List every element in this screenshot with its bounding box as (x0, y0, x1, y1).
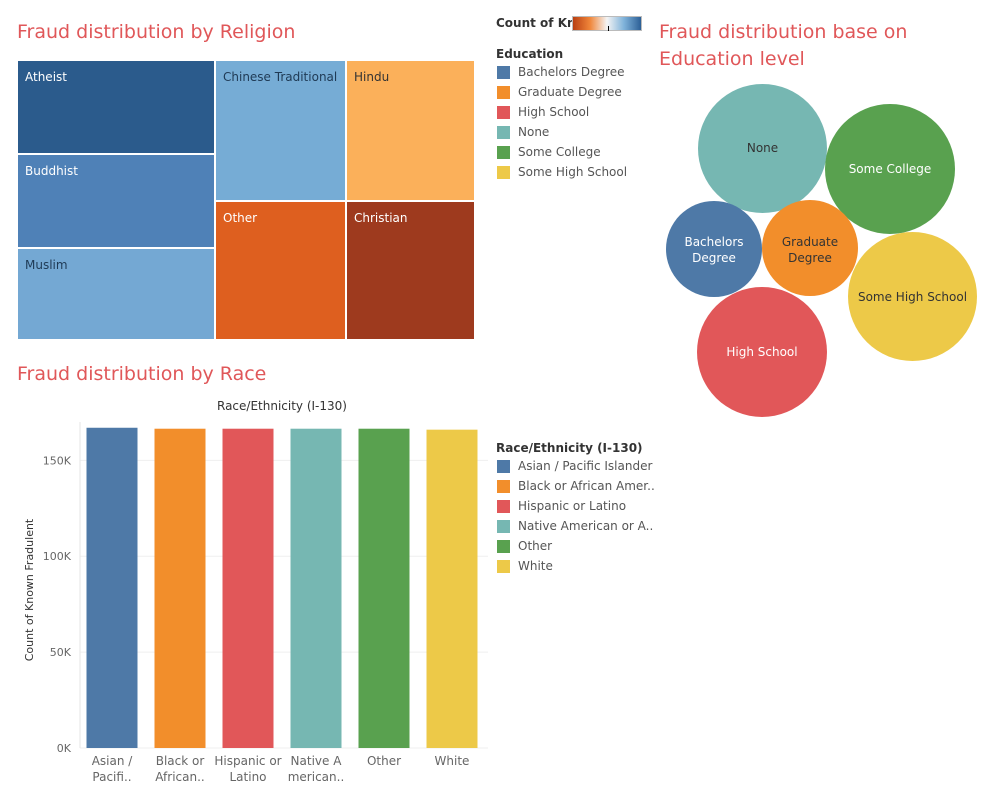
legend-swatch (497, 460, 510, 473)
legend-item-label: Hispanic or Latino (518, 499, 627, 513)
legend-item-label: Bachelors Degree (518, 65, 625, 79)
legend-item-label: Asian / Pacific Islander (518, 459, 653, 473)
race-bar-chart: Race/Ethnicity (I-130) Count of Known Fra… (23, 399, 488, 784)
legend-item-label: Graduate Degree (518, 85, 622, 99)
bubble-some-college[interactable]: Some College (825, 104, 955, 234)
legend-item-label: White (518, 559, 553, 573)
treemap-label-atheist: Atheist (25, 70, 67, 84)
race-chart-title: Fraud distribution by Race (17, 363, 267, 385)
race-legend: Asian / Pacific Islander Black or Africa… (497, 459, 655, 579)
x-tick-label: Native A (291, 754, 343, 768)
treemap-cell-christian[interactable]: Christian (346, 201, 475, 340)
legend-swatch (497, 500, 510, 513)
treemap-cell-hindu[interactable]: Hindu (346, 60, 475, 201)
x-tick-label: merican.. (288, 770, 345, 784)
race-legend-title: Race/Ethnicity (I-130) (496, 441, 643, 455)
x-tick-label: African.. (155, 770, 204, 784)
education-title-line1: Fraud distribution base on (659, 21, 908, 43)
treemap-cell-chinese-traditional[interactable]: Chinese Traditional (215, 60, 346, 201)
bubble-label-line2: Degree (788, 251, 832, 265)
bar-0 (86, 427, 138, 748)
legend-swatch (497, 520, 510, 533)
legend-item-label: Other (518, 539, 553, 553)
legend-swatch (497, 146, 510, 159)
legend-swatch (497, 166, 510, 179)
treemap-label-hindu: Hindu (354, 70, 390, 84)
treemap-label-chinese-traditional: Chinese Traditional (223, 70, 338, 84)
bubble-label: Some College (848, 162, 932, 176)
bar-1 (154, 428, 206, 748)
bar-4 (358, 428, 410, 748)
treemap-label-other: Other (223, 211, 258, 225)
bubble-some-high-school[interactable]: Some High School (848, 232, 977, 361)
x-tick-label: Hispanic or (214, 754, 281, 768)
legend-item-label: None (518, 125, 550, 139)
bubble-label: High School (726, 345, 798, 359)
bubble-graduate-degree[interactable]: Graduate Degree (762, 200, 858, 296)
x-tick-label: Asian / (92, 754, 134, 768)
y-tick-label: 50K (50, 646, 72, 659)
religion-treemap: Atheist Buddhist Muslim Chinese Traditio… (17, 60, 475, 340)
legend-item-label: Native American or A.. (518, 519, 654, 533)
x-tick-label: White (435, 754, 470, 768)
treemap-cell-muslim[interactable]: Muslim (17, 248, 215, 340)
color-legend-marker (608, 26, 609, 31)
legend-swatch (497, 86, 510, 99)
legend-swatch (497, 106, 510, 119)
bar-2 (222, 428, 274, 748)
bubble-none[interactable]: None (698, 84, 827, 213)
legend-swatch (497, 560, 510, 573)
bubble-label-line2: Degree (692, 251, 736, 265)
bubble-high-school[interactable]: High School (697, 287, 827, 417)
treemap-label-muslim: Muslim (25, 258, 68, 272)
bubble-label: None (746, 141, 779, 155)
x-tick-label: Black or (156, 754, 205, 768)
treemap-cell-buddhist[interactable]: Buddhist (17, 154, 215, 248)
treemap-cell-other[interactable]: Other (215, 201, 346, 340)
color-legend-ramp (572, 16, 642, 31)
education-legend-title: Education (496, 47, 564, 61)
legend-item-label: High School (518, 105, 590, 119)
treemap-cell-atheist[interactable]: Atheist (17, 60, 215, 154)
bar-5 (426, 429, 478, 748)
education-legend: Bachelors Degree Graduate Degree High Sc… (497, 65, 647, 185)
bar-chart-header: Race/Ethnicity (I-130) (217, 399, 347, 413)
bar-3 (290, 428, 342, 748)
treemap-label-buddhist: Buddhist (25, 164, 78, 178)
bubble-label: Some High School (857, 290, 968, 304)
x-tick-label: Latino (229, 770, 266, 784)
y-axis-label: Count of Known Fradulent (23, 518, 36, 661)
legend-item-label: Some High School (518, 165, 628, 179)
religion-chart-title: Fraud distribution by Religion (17, 21, 296, 43)
y-tick-label: 0K (57, 742, 72, 755)
bubble-label-line1: Graduate (781, 235, 839, 249)
bubble-bachelors-degree[interactable]: Bachelors Degree (666, 201, 762, 297)
y-tick-label: 150K (43, 454, 72, 467)
education-title-line2: Education level (659, 48, 805, 70)
y-tick-label: 100K (43, 550, 72, 563)
legend-item-label: Some College (518, 145, 601, 159)
x-tick-label: Pacifi.. (92, 770, 131, 784)
legend-swatch (497, 480, 510, 493)
education-chart-title: Fraud distribution base on Education lev… (659, 19, 907, 73)
bubble-label-line1: Bachelors (684, 235, 744, 249)
legend-swatch (497, 540, 510, 553)
color-legend-label: Count of Kn.. (496, 16, 585, 30)
legend-item-label: Black or African Amer.. (518, 479, 655, 493)
x-tick-label: Other (367, 754, 401, 768)
legend-swatch (497, 126, 510, 139)
treemap-label-christian: Christian (354, 211, 408, 225)
legend-swatch (497, 66, 510, 79)
